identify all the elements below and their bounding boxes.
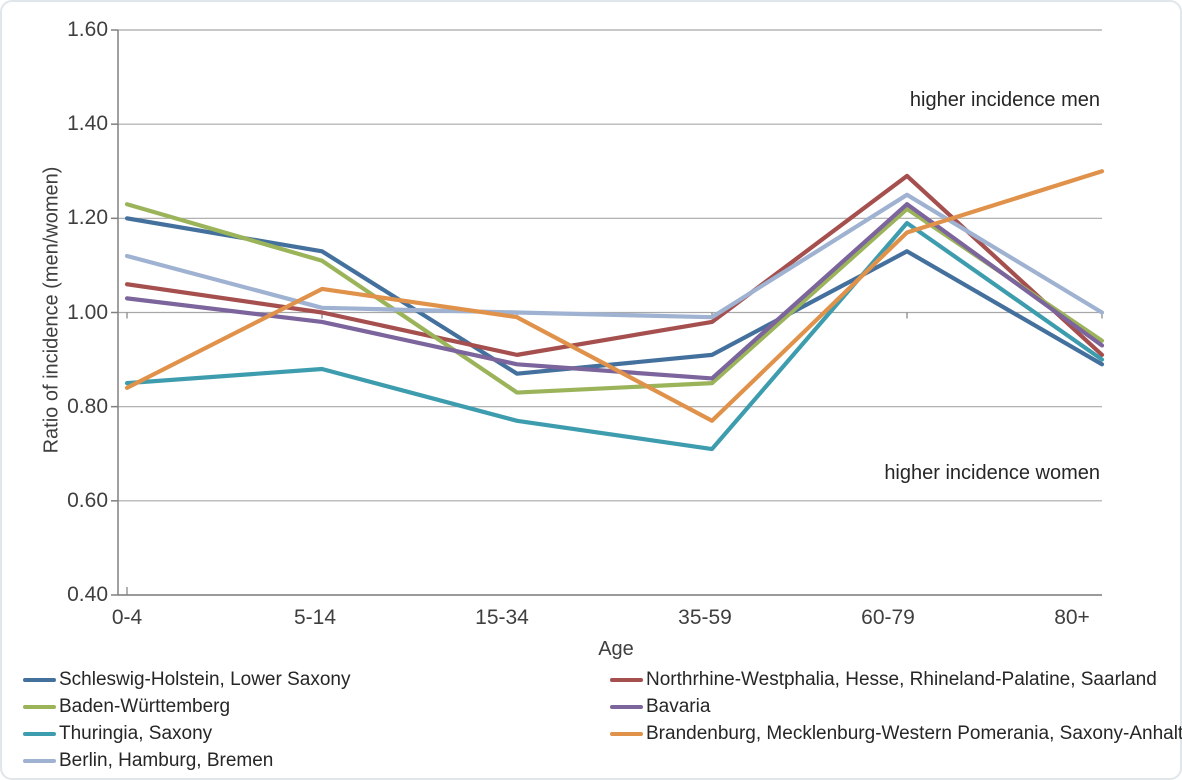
legend-swatch-icon: [610, 677, 643, 682]
x-tick-label: 15-34: [475, 606, 529, 629]
legend-swatch-icon: [610, 731, 643, 736]
y-tick-label: 1.60: [67, 18, 108, 41]
legend-column-left: Schleswig-Holstein, Lower Saxony Baden-Wü…: [23, 666, 350, 774]
y-tick-label: 0.40: [67, 583, 108, 606]
legend-item-thuringia-saxony: Thuringia, Saxony: [23, 720, 350, 747]
annotation-higher-incidence-men: higher incidence men: [909, 89, 1100, 111]
series-line-northrhine-westphalia-hesse-rhineland-palatine-saarland: [124, 173, 1105, 357]
legend-label: Baden-Württemberg: [59, 695, 231, 717]
legend-item-schleswig-holstein-lower-saxony: Schleswig-Holstein, Lower Saxony: [23, 666, 350, 693]
y-tick-label: 1.20: [67, 206, 108, 230]
y-tick-label: 0.80: [67, 394, 108, 418]
legend-item-brandenburg-mecklenburg-western-pomerania-saxony-anhalt: Brandenburg, Mecklenburg-Western Pomeran…: [610, 720, 1182, 747]
legend-label: Schleswig-Holstein, Lower Saxony: [59, 668, 351, 690]
legend-label: Brandenburg, Mecklenburg-Western Pomeran…: [646, 722, 1182, 744]
legend-label: Northrhine-Westphalia, Hesse, Rhineland-…: [646, 668, 1157, 690]
legend-swatch-icon: [23, 704, 56, 709]
legend-swatch-icon: [610, 704, 643, 709]
x-tick-label: 60-79: [861, 606, 915, 629]
series-line-brandenburg-mecklenburg-western-pomerania-saxony-anhalt: [124, 169, 1105, 423]
series-line-schleswig-holstein-lower-saxony: [124, 216, 1105, 376]
legend-item-baden-wuerttemberg: Baden-Württemberg: [23, 693, 350, 720]
legend-item-berlin-hamburg-bremen: Berlin, Hamburg, Bremen: [23, 747, 350, 774]
y-tick-label: 0.60: [67, 488, 108, 512]
y-axis-title: Ratio of incidence (men/women): [40, 166, 63, 454]
legend-swatch-icon: [23, 677, 56, 682]
series-line-thuringia-saxony: [124, 220, 1105, 452]
annotation-higher-incidence-women: higher incidence women: [884, 462, 1100, 484]
x-axis-title: Age: [598, 638, 634, 660]
series-line-baden-wuerttemberg: [124, 202, 1105, 395]
legend-label: Berlin, Hamburg, Bremen: [59, 749, 274, 771]
legend-label: Bavaria: [646, 695, 711, 717]
legend-item-northrhine-westphalia-hesse-rhineland-palatine-saarland: Northrhine-Westphalia, Hesse, Rhineland-…: [610, 666, 1182, 693]
legend-column-right: Northrhine-Westphalia, Hesse, Rhineland-…: [610, 666, 1182, 747]
legend-swatch-icon: [23, 758, 56, 763]
y-axis-tick-labels: 1.60 1.40 1.20 1.00 0.80 0.60 0.40: [0, 0, 108, 780]
series-line-bavaria: [124, 202, 1105, 381]
y-tick-label: 1.00: [67, 300, 108, 324]
x-tick-label: 35-59: [678, 606, 732, 629]
x-tick-label: 0-4: [111, 606, 143, 629]
legend-label: Thuringia, Saxony: [59, 722, 213, 744]
legend-item-bavaria: Bavaria: [610, 693, 1182, 720]
legend-swatch-icon: [23, 731, 56, 736]
y-tick-label: 1.40: [67, 112, 108, 136]
series-line-berlin-hamburg-bremen: [124, 192, 1105, 320]
x-tick-label: 5-14: [293, 606, 337, 629]
x-tick-label: 80+: [1054, 606, 1090, 629]
